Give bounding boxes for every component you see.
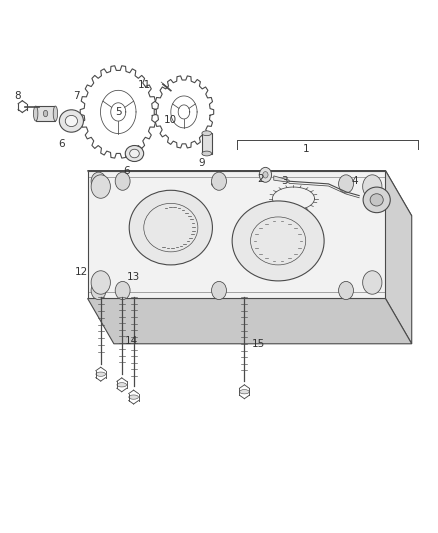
- Ellipse shape: [53, 106, 58, 121]
- Circle shape: [91, 281, 106, 300]
- Text: 12: 12: [74, 267, 88, 277]
- Polygon shape: [274, 176, 289, 182]
- Circle shape: [91, 175, 110, 198]
- Text: 2: 2: [257, 174, 264, 183]
- Ellipse shape: [212, 181, 220, 187]
- Ellipse shape: [129, 190, 212, 265]
- Text: 7: 7: [73, 91, 80, 101]
- Polygon shape: [88, 171, 385, 298]
- Ellipse shape: [232, 201, 324, 281]
- Text: 14: 14: [125, 336, 138, 346]
- Text: 5: 5: [115, 107, 122, 117]
- Ellipse shape: [43, 110, 48, 117]
- Ellipse shape: [202, 131, 212, 136]
- Ellipse shape: [129, 395, 138, 399]
- Ellipse shape: [370, 193, 383, 206]
- Polygon shape: [88, 298, 412, 344]
- Ellipse shape: [117, 383, 127, 387]
- Circle shape: [363, 175, 382, 198]
- Circle shape: [339, 281, 353, 300]
- Text: 1: 1: [303, 144, 310, 154]
- Circle shape: [363, 271, 382, 294]
- Text: 9: 9: [198, 158, 205, 167]
- Circle shape: [115, 172, 130, 190]
- Circle shape: [115, 281, 130, 300]
- Bar: [202, 133, 212, 154]
- Ellipse shape: [240, 390, 249, 394]
- Polygon shape: [88, 171, 412, 216]
- Ellipse shape: [96, 372, 106, 376]
- Circle shape: [339, 175, 353, 193]
- Text: 10: 10: [164, 115, 177, 125]
- Bar: [35, 106, 55, 121]
- Ellipse shape: [202, 151, 212, 156]
- Circle shape: [91, 172, 106, 190]
- Ellipse shape: [130, 149, 139, 158]
- Ellipse shape: [125, 146, 144, 161]
- Text: 3: 3: [281, 176, 288, 186]
- Circle shape: [259, 167, 272, 182]
- Text: 6: 6: [124, 166, 131, 175]
- Ellipse shape: [33, 106, 38, 121]
- Text: 4: 4: [351, 176, 358, 186]
- Ellipse shape: [65, 115, 78, 126]
- Text: 13: 13: [127, 272, 140, 282]
- Circle shape: [212, 172, 226, 190]
- Ellipse shape: [363, 187, 390, 213]
- Polygon shape: [385, 171, 412, 344]
- Text: 8: 8: [14, 91, 21, 101]
- Circle shape: [263, 172, 268, 178]
- Text: 15: 15: [252, 339, 265, 349]
- Circle shape: [91, 271, 110, 294]
- Text: 11: 11: [138, 80, 151, 90]
- Text: 6: 6: [58, 139, 65, 149]
- Ellipse shape: [60, 110, 83, 132]
- Circle shape: [212, 281, 226, 300]
